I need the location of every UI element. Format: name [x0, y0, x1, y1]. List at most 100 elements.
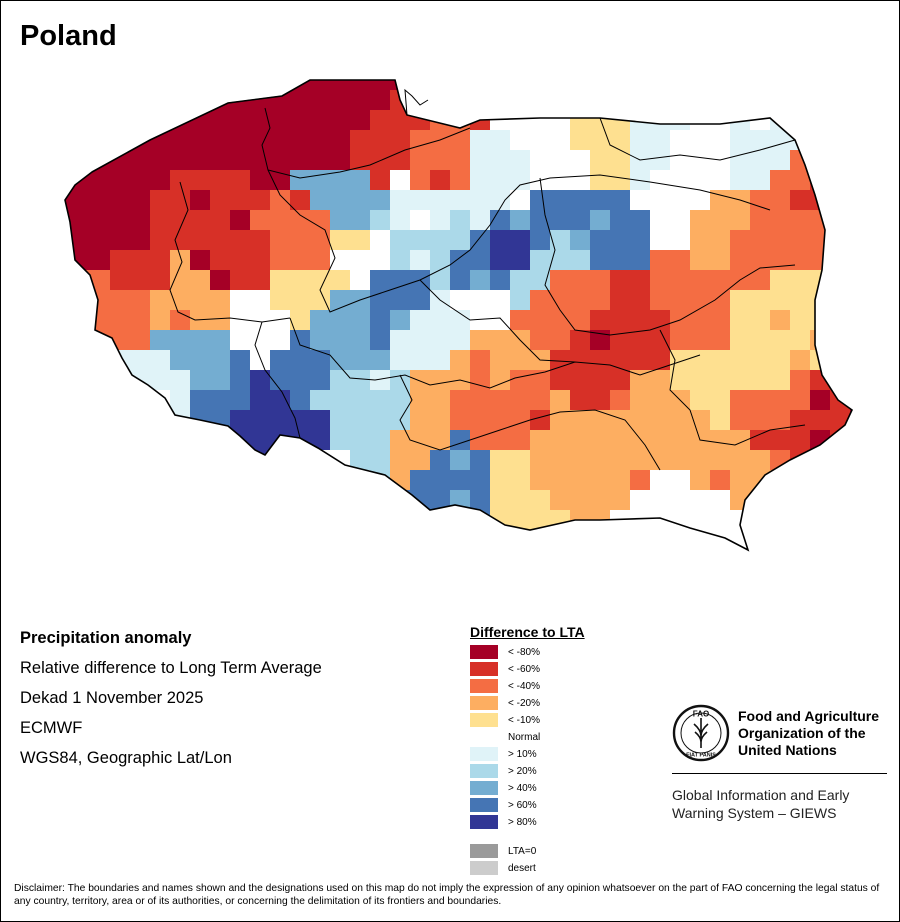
grid-cell — [590, 170, 610, 190]
grid-cell — [470, 470, 490, 490]
grid-cell — [790, 210, 810, 230]
grid-cell — [610, 550, 630, 570]
grid-cell — [450, 530, 470, 550]
grid-cell — [650, 390, 670, 410]
grid-cell — [530, 490, 550, 510]
grid-cell — [790, 230, 810, 250]
legend-label: < -10% — [508, 715, 540, 726]
grid-cell — [850, 390, 852, 410]
grid-cell — [430, 80, 450, 90]
grid-cell — [65, 170, 70, 190]
grid-cell — [210, 550, 230, 570]
grid-cell — [470, 510, 490, 530]
grid-cell — [730, 130, 750, 150]
grid-cell — [350, 530, 370, 550]
grid-cell — [430, 230, 450, 250]
legend-item-5: Normal — [470, 729, 585, 746]
grid-cell — [430, 430, 450, 450]
grid-cell — [750, 510, 770, 530]
grid-cell — [650, 450, 670, 470]
grid-cell — [850, 530, 852, 550]
grid-cell — [350, 310, 370, 330]
grid-cell — [850, 150, 852, 170]
grid-cell — [650, 150, 670, 170]
grid-cell — [350, 430, 370, 450]
grid-cell — [290, 80, 310, 90]
grid-cell — [70, 350, 90, 370]
grid-cell — [850, 80, 852, 90]
grid-cell — [430, 350, 450, 370]
grid-cell — [430, 530, 450, 550]
grid-cell — [670, 330, 690, 350]
grid-cell — [590, 150, 610, 170]
grid-cell — [250, 170, 270, 190]
grid-cell — [130, 450, 150, 470]
grid-cell — [850, 330, 852, 350]
grid-cell — [150, 190, 170, 210]
grid-cell — [750, 250, 770, 270]
grid-cell — [550, 210, 570, 230]
grid-cell — [470, 330, 490, 350]
grid-cell — [610, 190, 630, 210]
grid-cell — [310, 430, 330, 450]
grid-cell — [850, 310, 852, 330]
grid-cell — [370, 310, 390, 330]
grid-cell — [110, 290, 130, 310]
grid-cell — [150, 430, 170, 450]
grid-cell — [490, 90, 510, 110]
grid-cell — [630, 350, 650, 370]
grid-cell — [450, 310, 470, 330]
grid-cell — [590, 210, 610, 230]
grid-cell — [630, 530, 650, 550]
grid-cell — [650, 550, 670, 570]
grid-cell — [150, 110, 170, 130]
grid-cell — [530, 80, 550, 90]
grid-cell — [510, 410, 530, 430]
legend-item-1: < -60% — [470, 661, 585, 678]
grid-cell — [70, 490, 90, 510]
grid-cell — [230, 490, 250, 510]
grid-cell — [70, 90, 90, 110]
grid-cell — [830, 130, 850, 150]
system-name-line-1: Global Information and Early — [672, 787, 850, 803]
grid-cell — [710, 230, 730, 250]
grid-cell — [330, 490, 350, 510]
grid-cell — [310, 350, 330, 370]
grid-cell — [65, 490, 70, 510]
grid-cell — [470, 170, 490, 190]
legend-swatch — [470, 747, 498, 761]
grid-cell — [670, 470, 690, 490]
grid-cell — [370, 490, 390, 510]
grid-cell — [490, 370, 510, 390]
grid-cell — [750, 330, 770, 350]
grid-cell — [570, 110, 590, 130]
grid-cell — [830, 290, 850, 310]
legend-item-4: < -10% — [470, 712, 585, 729]
grid-cell — [130, 230, 150, 250]
grid-cell — [350, 470, 370, 490]
grid-cell — [310, 150, 330, 170]
grid-cell — [730, 90, 750, 110]
grid-cell — [770, 550, 790, 570]
grid-cell — [290, 130, 310, 150]
grid-cell — [630, 130, 650, 150]
grid-cell — [710, 130, 730, 150]
info-block: Precipitation anomaly Relative differenc… — [20, 628, 322, 778]
grid-cell — [530, 370, 550, 390]
grid-cell — [290, 530, 310, 550]
grid-cell — [810, 290, 830, 310]
grid-cell — [830, 230, 850, 250]
grid-cell — [450, 190, 470, 210]
grid-cell — [770, 510, 790, 530]
grid-cell — [850, 270, 852, 290]
grid-cell — [270, 310, 290, 330]
grid-cell — [530, 130, 550, 150]
grid-cell — [670, 550, 690, 570]
grid-cell — [750, 430, 770, 450]
grid-cell — [470, 290, 490, 310]
grid-cell — [210, 450, 230, 470]
grid-cell — [630, 290, 650, 310]
grid-cell — [670, 170, 690, 190]
grid-cell — [190, 130, 210, 150]
legend-swatch — [470, 713, 498, 727]
